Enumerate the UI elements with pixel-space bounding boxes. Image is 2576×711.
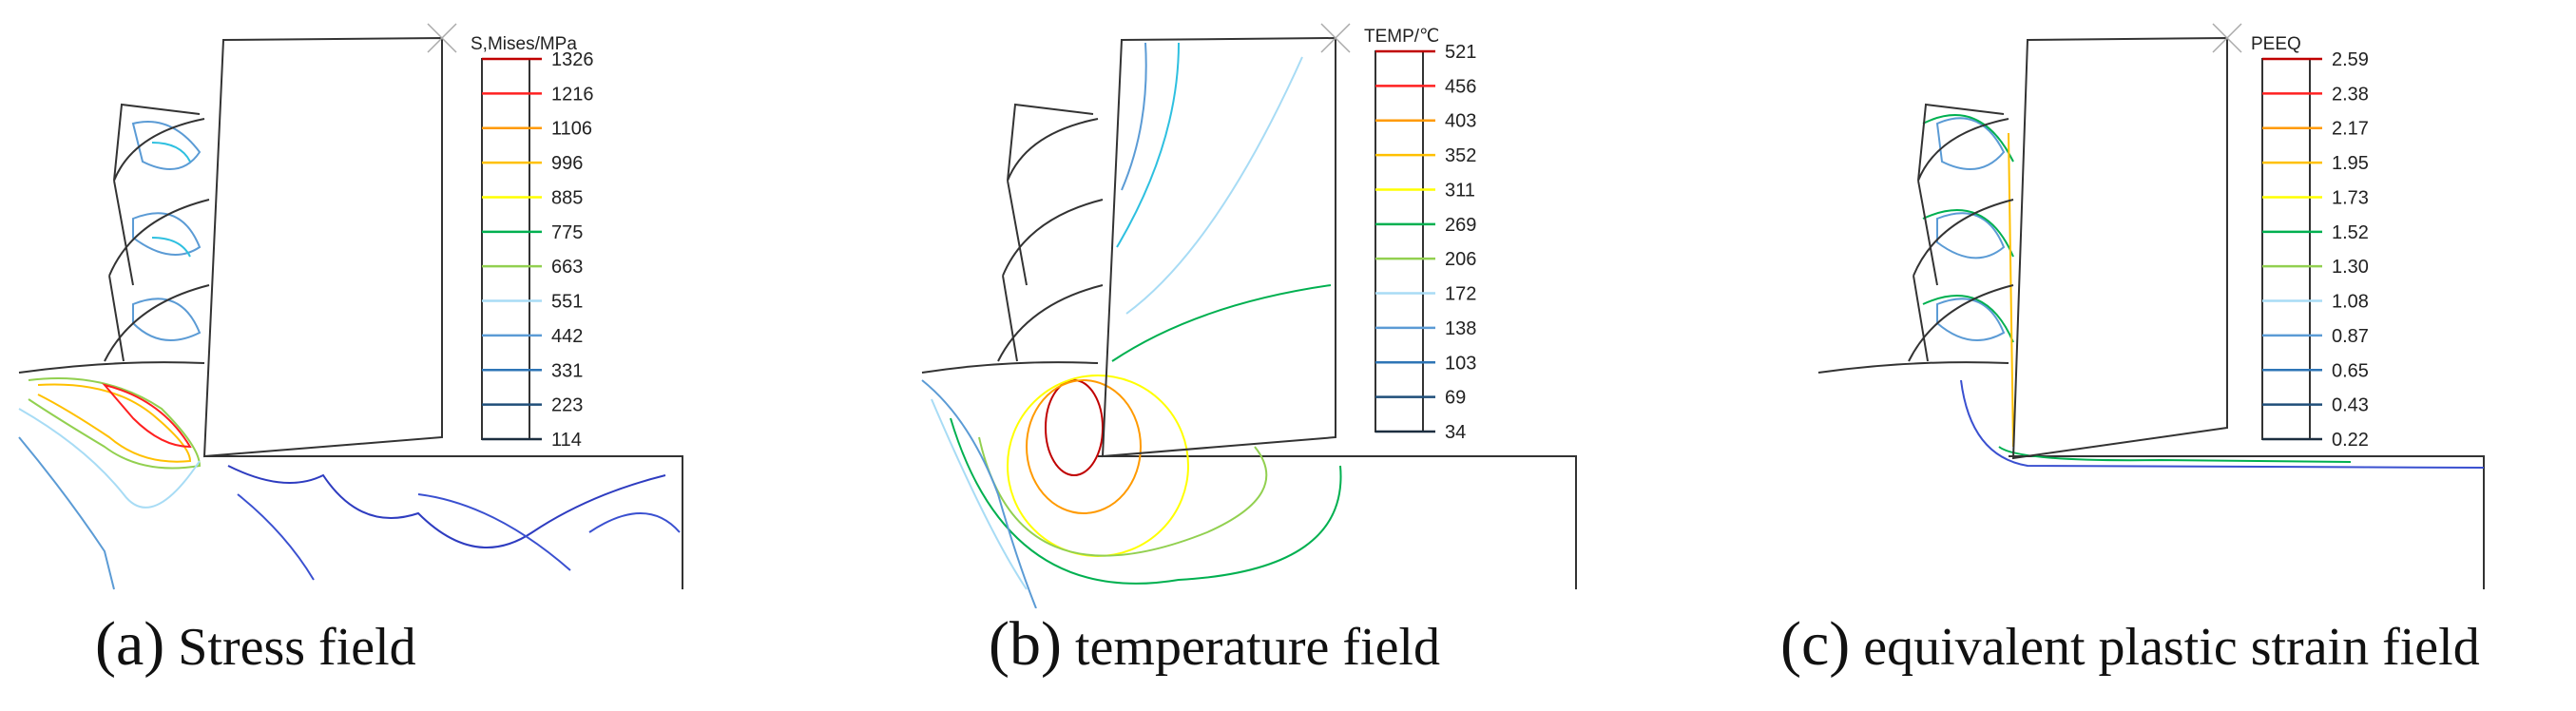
legend-value: 403 xyxy=(1445,111,1476,132)
cutting-tool xyxy=(202,23,457,458)
legend-value: 331 xyxy=(551,360,583,381)
workpiece xyxy=(18,361,683,589)
legend-title: S,Mises/MPa xyxy=(471,34,577,54)
chip-serrations xyxy=(1908,103,2014,362)
cutting-tool xyxy=(1101,23,1351,458)
legend-value: 442 xyxy=(551,326,583,347)
legend-value: 1106 xyxy=(551,119,592,140)
legend-frame xyxy=(1375,50,1424,432)
panel-temperature-field: TEMP/℃ 521 456 403 352 311 269 206 172 138 103 69 34… xyxy=(894,0,1749,679)
legend-value: 551 xyxy=(551,292,583,313)
legend-value: 1.30 xyxy=(2332,257,2369,278)
contour-lines xyxy=(18,121,681,590)
legend-value: 269 xyxy=(1445,215,1476,236)
legend-value: 1.95 xyxy=(2332,153,2369,174)
plastic-strain-legend: PEEQ 2.59 2.38 2.17 1.95 1.73 1.52 1.30 1.08 0.87… xyxy=(2251,34,2369,451)
legend-value: 103 xyxy=(1445,353,1476,374)
caption-a: (a) Stress field xyxy=(95,608,416,681)
temperature-legend: TEMP/℃ 521 456 403 352 311 269 206 172 138 103 69 34 xyxy=(1364,27,1476,443)
legend-value: 885 xyxy=(551,187,583,208)
legend-value: 34 xyxy=(1445,422,1466,443)
legend-value: 0.65 xyxy=(2332,360,2369,381)
workpiece xyxy=(921,361,1577,589)
legend-value: 138 xyxy=(1445,318,1476,339)
legend-value: 2.38 xyxy=(2332,84,2369,105)
legend-value: 311 xyxy=(1445,180,1475,201)
caption-text: Stress field xyxy=(178,618,416,677)
legend-value: 0.22 xyxy=(2332,430,2369,451)
legend-value: 223 xyxy=(551,395,583,416)
chip-serrations xyxy=(997,103,1104,362)
legend-value: 996 xyxy=(551,153,583,174)
legend-value: 352 xyxy=(1445,145,1476,166)
contour-lines xyxy=(1922,114,2485,469)
plastic-strain-contour-plot: PEEQ 2.59 2.38 2.17 1.95 1.73 1.52 1.30 1.08 0.87… xyxy=(1817,23,2485,589)
legend-value: 775 xyxy=(551,222,583,243)
legend-value: 1216 xyxy=(551,84,594,105)
legend-value: 1.73 xyxy=(2332,187,2369,208)
legend-value: 2.59 xyxy=(2332,49,2369,70)
legend-value: 114 xyxy=(551,430,582,451)
legend-value: 663 xyxy=(551,257,583,278)
legend-value: 0.87 xyxy=(2332,326,2369,347)
legend-value: 69 xyxy=(1445,388,1466,409)
legend-value: 206 xyxy=(1445,249,1476,270)
caption-tag: (a) xyxy=(95,609,165,679)
legend-value: 2.17 xyxy=(2332,119,2369,140)
caption-text: temperature field xyxy=(1074,618,1440,677)
cutting-tool xyxy=(2011,23,2242,460)
workpiece xyxy=(1817,361,2485,589)
chip-serrations xyxy=(104,103,210,362)
caption-tag: (b) xyxy=(989,609,1062,679)
legend-value: 456 xyxy=(1445,76,1476,97)
legend-frame xyxy=(2261,58,2311,440)
caption-tag: (c) xyxy=(1780,609,1851,679)
caption-b: (b) temperature field xyxy=(989,608,1440,681)
panel-plastic-strain-field: PEEQ 2.59 2.38 2.17 1.95 1.73 1.52 1.30 1.08 0.87… xyxy=(1780,0,2576,679)
legend-value: 1.08 xyxy=(2332,292,2369,313)
panel-stress-field: S,Mises/MPa 1326 1216 1106 996 885 775 663 551 44… xyxy=(0,0,855,679)
contour-lines xyxy=(921,42,1342,608)
legend-value: 0.43 xyxy=(2332,395,2369,416)
temperature-contour-plot: TEMP/℃ 521 456 403 352 311 269 206 172 138 103 69 34 xyxy=(921,23,1577,608)
legend-value: 1326 xyxy=(551,49,594,70)
legend-value: 1.52 xyxy=(2332,222,2369,243)
legend-value: 521 xyxy=(1445,42,1476,63)
caption-c: (c) equivalent plastic strain field xyxy=(1780,608,2480,681)
caption-text: equivalent plastic strain field xyxy=(1863,618,2480,677)
legend-title: TEMP/℃ xyxy=(1364,27,1439,47)
legend-frame xyxy=(481,58,530,440)
legend-title: PEEQ xyxy=(2251,34,2301,54)
legend-value: 172 xyxy=(1445,284,1476,305)
